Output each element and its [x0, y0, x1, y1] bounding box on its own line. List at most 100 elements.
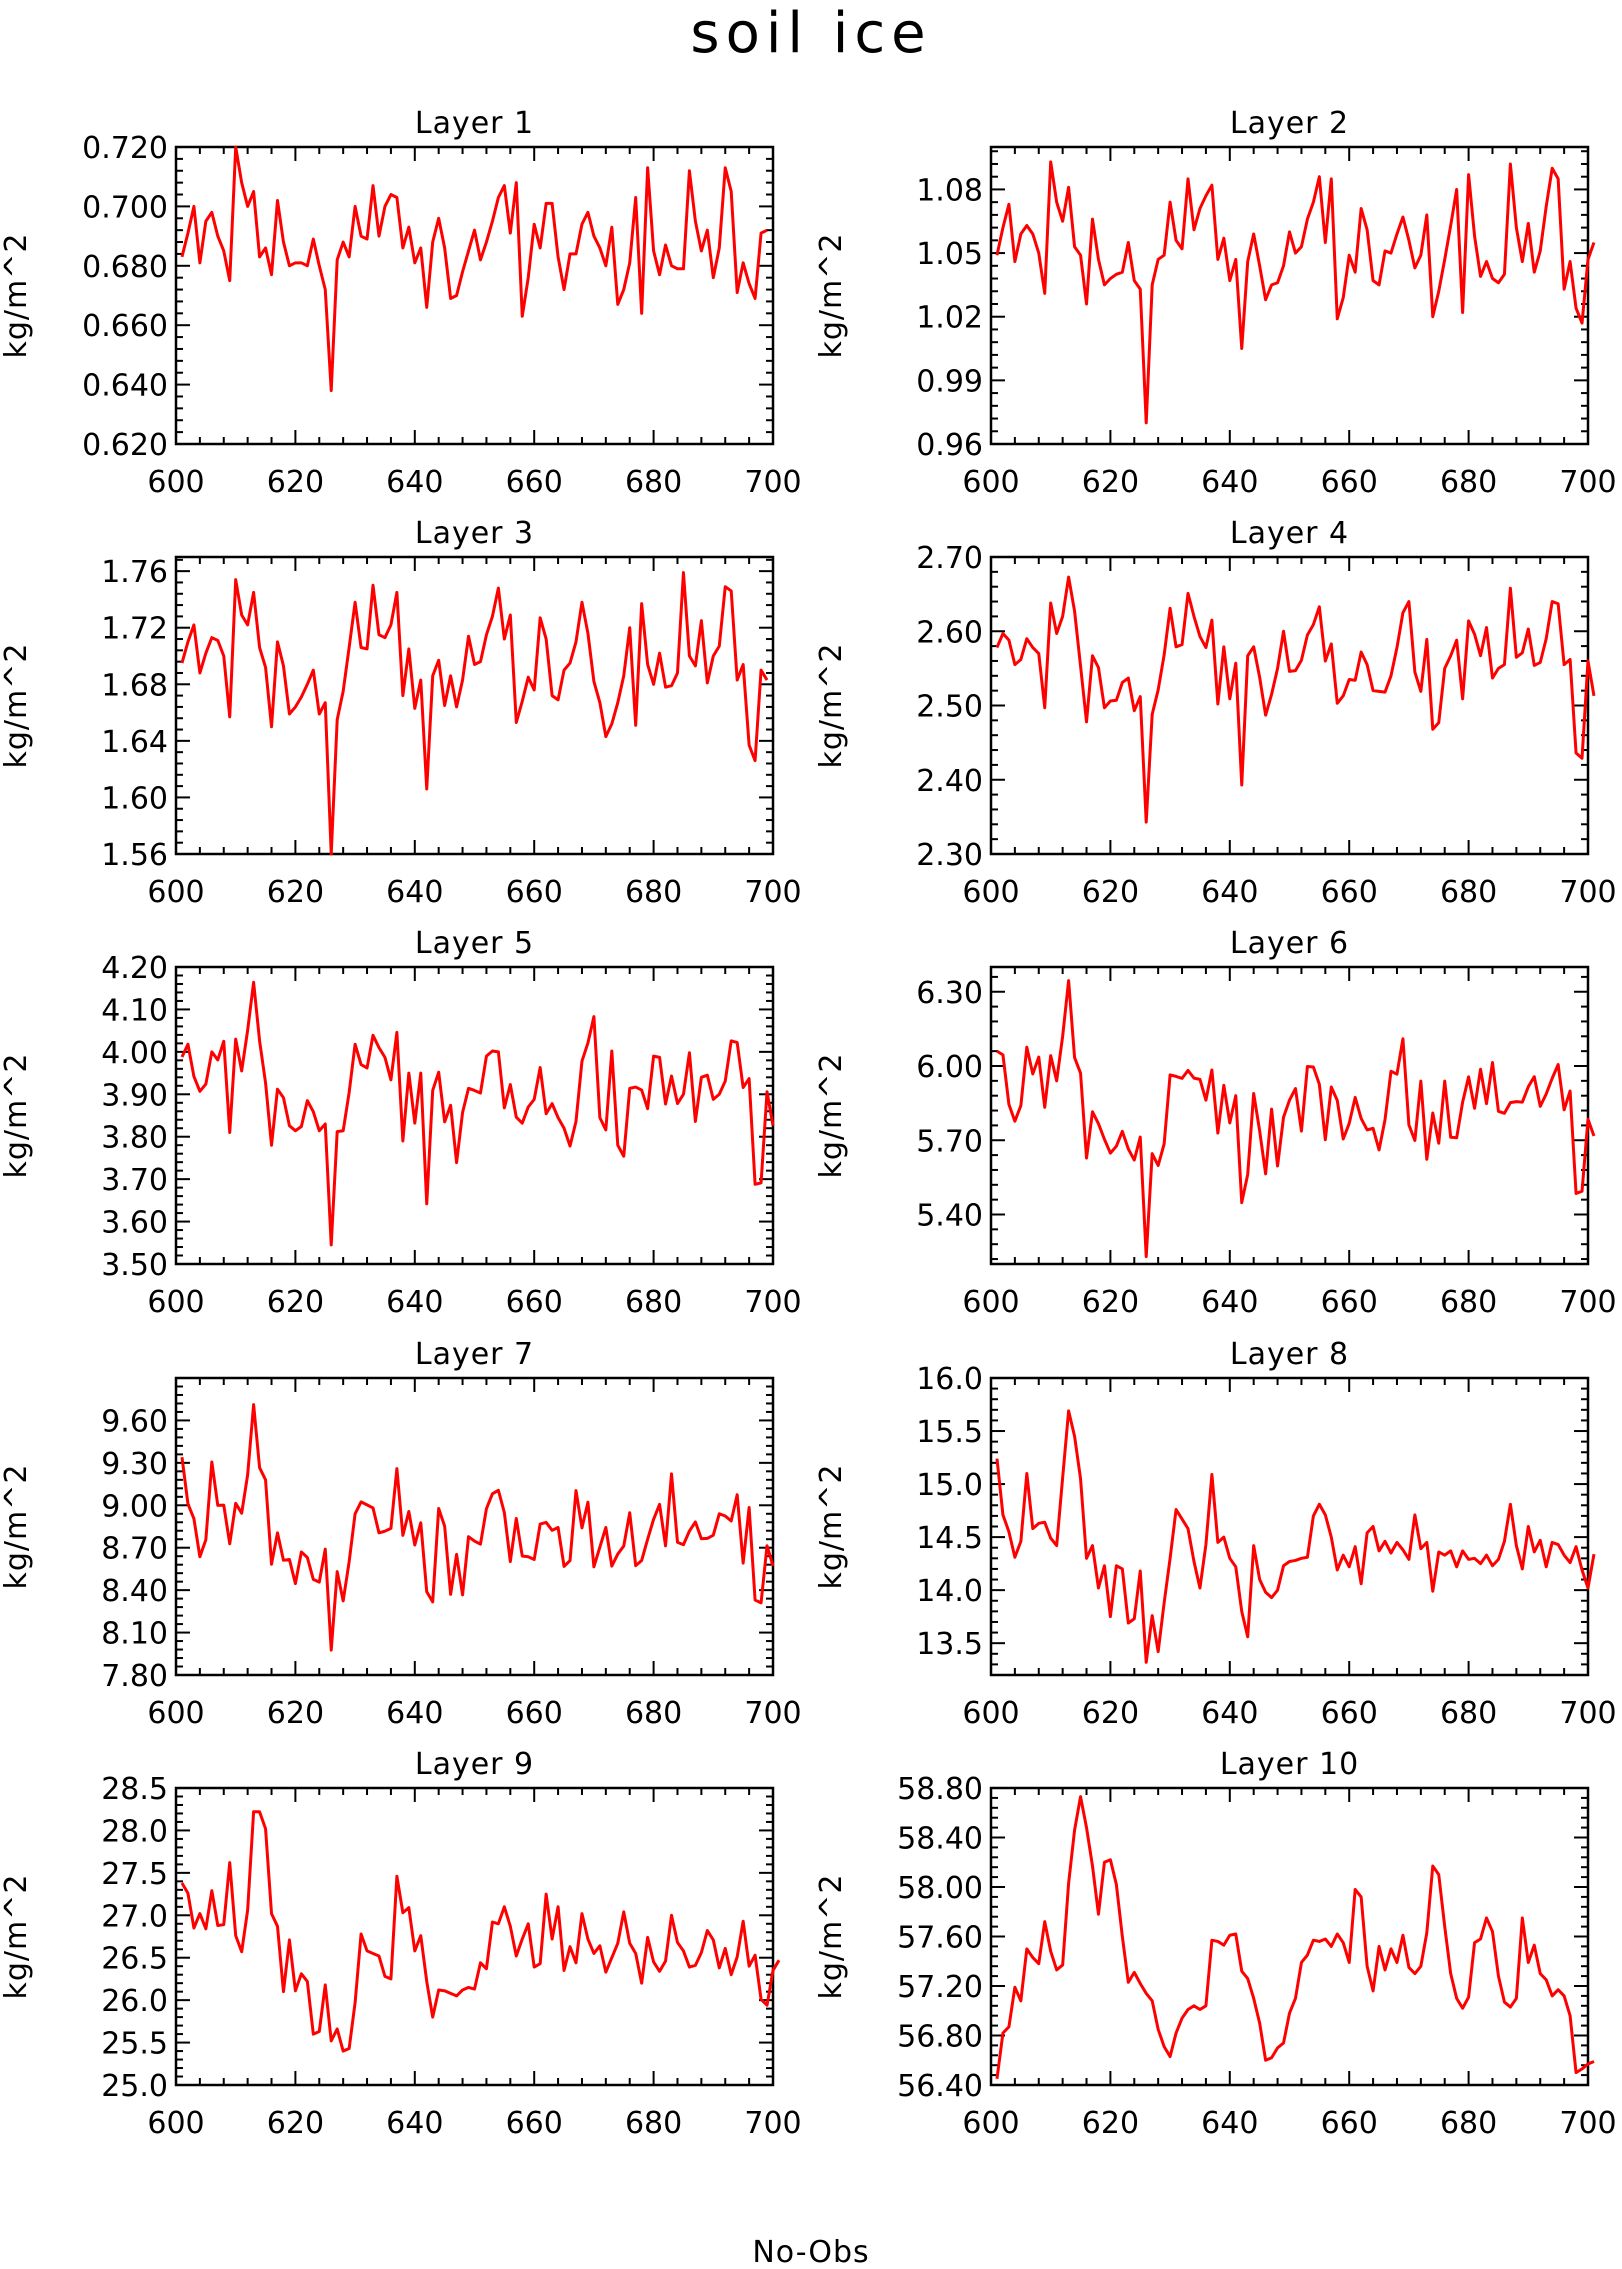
y-tick-label: 3.60	[101, 1206, 168, 1241]
y-tick-label: 0.720	[82, 131, 168, 166]
y-tick-label: 6.30	[916, 976, 983, 1011]
x-tick-label: 700	[1559, 465, 1616, 500]
x-tick-label: 600	[962, 2106, 1019, 2141]
y-tick-label: 0.680	[82, 250, 168, 285]
series-line	[996, 979, 1596, 1259]
panel-layer-5: Layer 5 600 620 640 660 680 700 3.50 3.60 3.70 3.8…	[0, 926, 802, 1320]
panel-title: Layer 2	[1230, 106, 1349, 141]
x-tick-label: 620	[1082, 465, 1139, 500]
x-tick-label: 600	[147, 875, 204, 910]
y-tick-label: 14.5	[916, 1521, 983, 1556]
x-tick-label: 700	[1559, 1285, 1616, 1320]
panel-title: Layer 1	[415, 106, 534, 141]
plot-frame	[989, 1376, 1590, 1677]
panel-title: Layer 3	[415, 516, 534, 551]
y-tick-label: 3.90	[101, 1078, 168, 1113]
y-tick-label: 4.00	[101, 1036, 168, 1071]
y-tick-label: 15.5	[916, 1415, 983, 1450]
panel-title: Layer 8	[1230, 1337, 1349, 1372]
y-tick-label: 28.5	[101, 1772, 168, 1807]
y-tick-label: 57.60	[897, 1921, 983, 1956]
y-tick-label: 0.620	[82, 428, 168, 463]
y-tick-label: 1.56	[101, 838, 168, 873]
x-tick-label: 620	[267, 1285, 324, 1320]
panel-layer-2: Layer 2 600 620 640 660 680 700 0.96 0.99 1.02 1.0…	[814, 106, 1617, 500]
x-tick-label: 680	[625, 875, 682, 910]
panel-title: Layer 4	[1230, 516, 1349, 551]
panel-title: Layer 5	[415, 926, 534, 961]
y-tick-label: 2.70	[916, 541, 983, 576]
y-tick-label: 2.30	[916, 838, 983, 873]
panel-title: Layer 6	[1230, 926, 1349, 961]
y-tick-label: 25.5	[101, 2027, 168, 2062]
x-tick-label: 700	[744, 875, 801, 910]
figure-title: soil ice	[690, 1, 931, 66]
y-tick-label: 56.80	[897, 2020, 983, 2055]
x-tick-label: 660	[1321, 1696, 1378, 1731]
plot-frame	[174, 555, 775, 856]
y-tick-label: 9.00	[101, 1489, 168, 1524]
y-tick-label: 28.0	[101, 1814, 168, 1849]
plot-frame	[174, 1376, 775, 1677]
y-tick-label: 56.40	[897, 2069, 983, 2104]
x-tick-label: 680	[1440, 1285, 1497, 1320]
x-tick-label: 660	[506, 2106, 563, 2141]
y-tick-label: 58.40	[897, 1822, 983, 1857]
y-tick-label: 0.96	[916, 428, 983, 463]
x-tick-label: 600	[962, 1696, 1019, 1731]
plot-frame	[989, 965, 1590, 1266]
x-tick-label: 700	[1559, 875, 1616, 910]
y-tick-label: 5.40	[916, 1199, 983, 1234]
x-tick-label: 660	[1321, 1285, 1378, 1320]
x-tick-label: 660	[1321, 465, 1378, 500]
x-tick-label: 680	[625, 1285, 682, 1320]
y-tick-label: 5.70	[916, 1124, 983, 1159]
y-axis-label: kg/m^2	[814, 1464, 849, 1590]
x-tick-label: 640	[1201, 1285, 1258, 1320]
x-tick-label: 700	[744, 1696, 801, 1731]
y-axis-label: kg/m^2	[0, 1874, 34, 2000]
series-line	[180, 571, 769, 856]
y-tick-label: 27.5	[101, 1857, 168, 1892]
y-tick-label: 3.80	[101, 1121, 168, 1156]
y-tick-label: 6.00	[916, 1050, 983, 1085]
series-line	[180, 1403, 775, 1652]
x-tick-label: 620	[267, 465, 324, 500]
y-tick-label: 3.50	[101, 1248, 168, 1283]
y-tick-label: 9.30	[101, 1447, 168, 1482]
y-tick-label: 3.70	[101, 1163, 168, 1198]
y-tick-label: 1.05	[916, 237, 983, 272]
y-tick-label: 1.76	[101, 555, 168, 590]
y-axis-label: kg/m^2	[0, 643, 34, 769]
series-line	[180, 145, 768, 393]
x-tick-label: 620	[1082, 1285, 1139, 1320]
y-tick-label: 14.0	[916, 1574, 983, 1609]
x-tick-label: 680	[1440, 1696, 1497, 1731]
y-tick-label: 26.5	[101, 1942, 168, 1977]
x-tick-label: 600	[962, 1285, 1019, 1320]
x-tick-label: 660	[506, 875, 563, 910]
y-tick-label: 0.700	[82, 190, 168, 225]
x-tick-label: 600	[962, 875, 1019, 910]
series-line	[995, 575, 1596, 824]
x-tick-label: 600	[962, 465, 1019, 500]
y-tick-label: 8.40	[101, 1574, 168, 1609]
series-line	[995, 1409, 1596, 1664]
y-axis-label: kg/m^2	[814, 1053, 849, 1179]
y-tick-label: 8.10	[101, 1617, 168, 1652]
x-tick-label: 620	[1082, 875, 1139, 910]
panel-title: Layer 10	[1220, 1747, 1359, 1782]
x-tick-label: 620	[1082, 2106, 1139, 2141]
y-tick-label: 1.64	[101, 725, 168, 760]
plot-frame	[989, 1786, 1590, 2087]
y-tick-label: 27.0	[101, 1899, 168, 1934]
x-tick-label: 660	[1321, 2106, 1378, 2141]
x-tick-label: 680	[625, 2106, 682, 2141]
y-tick-label: 2.40	[916, 764, 983, 799]
x-tick-label: 640	[386, 1285, 443, 1320]
y-tick-label: 8.70	[101, 1532, 168, 1567]
series-line	[180, 980, 775, 1247]
y-tick-label: 1.68	[101, 668, 168, 703]
series-line	[995, 160, 1596, 425]
x-tick-label: 640	[386, 2106, 443, 2141]
